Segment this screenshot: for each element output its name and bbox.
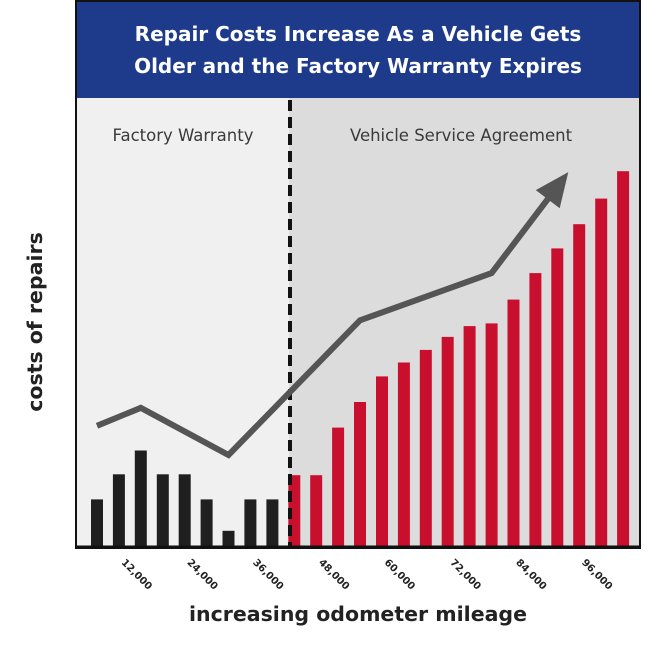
y-axis-label: costs of repairs [23, 232, 47, 412]
x-tick-labels: 12,000 24,000 36,000 48,000 60,000 72,000 84,0… [119, 557, 614, 592]
chart-title-line-2: Older and the Factory Warranty Expires [134, 54, 582, 78]
service-bar-16 [441, 336, 454, 547]
warranty-bar-5 [200, 499, 213, 547]
trend-line-path [95, 194, 553, 459]
service-bar-22 [573, 224, 586, 547]
factory-warranty-region [76, 98, 289, 548]
trend-arrow-head [535, 172, 569, 209]
chart-title-line-1: Repair Costs Increase As a Vehicle Gets [135, 22, 582, 46]
x-tick-label: 12,000 [119, 557, 154, 592]
service-bar-11 [332, 427, 345, 547]
service-bar-19 [507, 299, 520, 547]
trend-line [95, 172, 569, 459]
x-tick-label: 60,000 [382, 557, 417, 592]
service-bar-14 [397, 362, 410, 547]
service-bar-15 [419, 349, 432, 547]
x-tick-label: 84,000 [513, 557, 548, 592]
service-bar-21 [551, 248, 564, 547]
warranty-bar-2 [134, 450, 147, 547]
x-axis-label: increasing odometer mileage [189, 602, 527, 626]
service-bar-23 [595, 198, 608, 547]
service-bar-12 [354, 402, 366, 547]
warranty-bar-4 [178, 474, 191, 547]
service-agreement-label: Vehicle Service Agreement [350, 126, 573, 145]
warranty-bar-1 [112, 474, 125, 547]
x-tick-label: 96,000 [579, 557, 614, 592]
warranty-bar-7 [244, 499, 257, 547]
service-bar-13 [376, 376, 388, 547]
x-tick-label: 48,000 [316, 557, 351, 592]
x-tick-label: 24,000 [184, 557, 219, 592]
service-bar-20 [529, 273, 542, 547]
service-bar-17 [463, 326, 476, 547]
title-banner [76, 1, 640, 98]
service-bar-10 [310, 475, 323, 547]
warranty-bar-8 [266, 499, 279, 547]
x-tick-label: 36,000 [250, 557, 285, 592]
warranty-bar-3 [156, 474, 169, 547]
x-tick-label: 72,000 [448, 557, 483, 592]
warranty-bar-6 [222, 530, 235, 547]
warranty-bar-0 [91, 499, 103, 547]
service-bar-24 [617, 171, 630, 547]
service-bar-18 [485, 323, 498, 547]
factory-warranty-label: Factory Warranty [113, 126, 254, 145]
